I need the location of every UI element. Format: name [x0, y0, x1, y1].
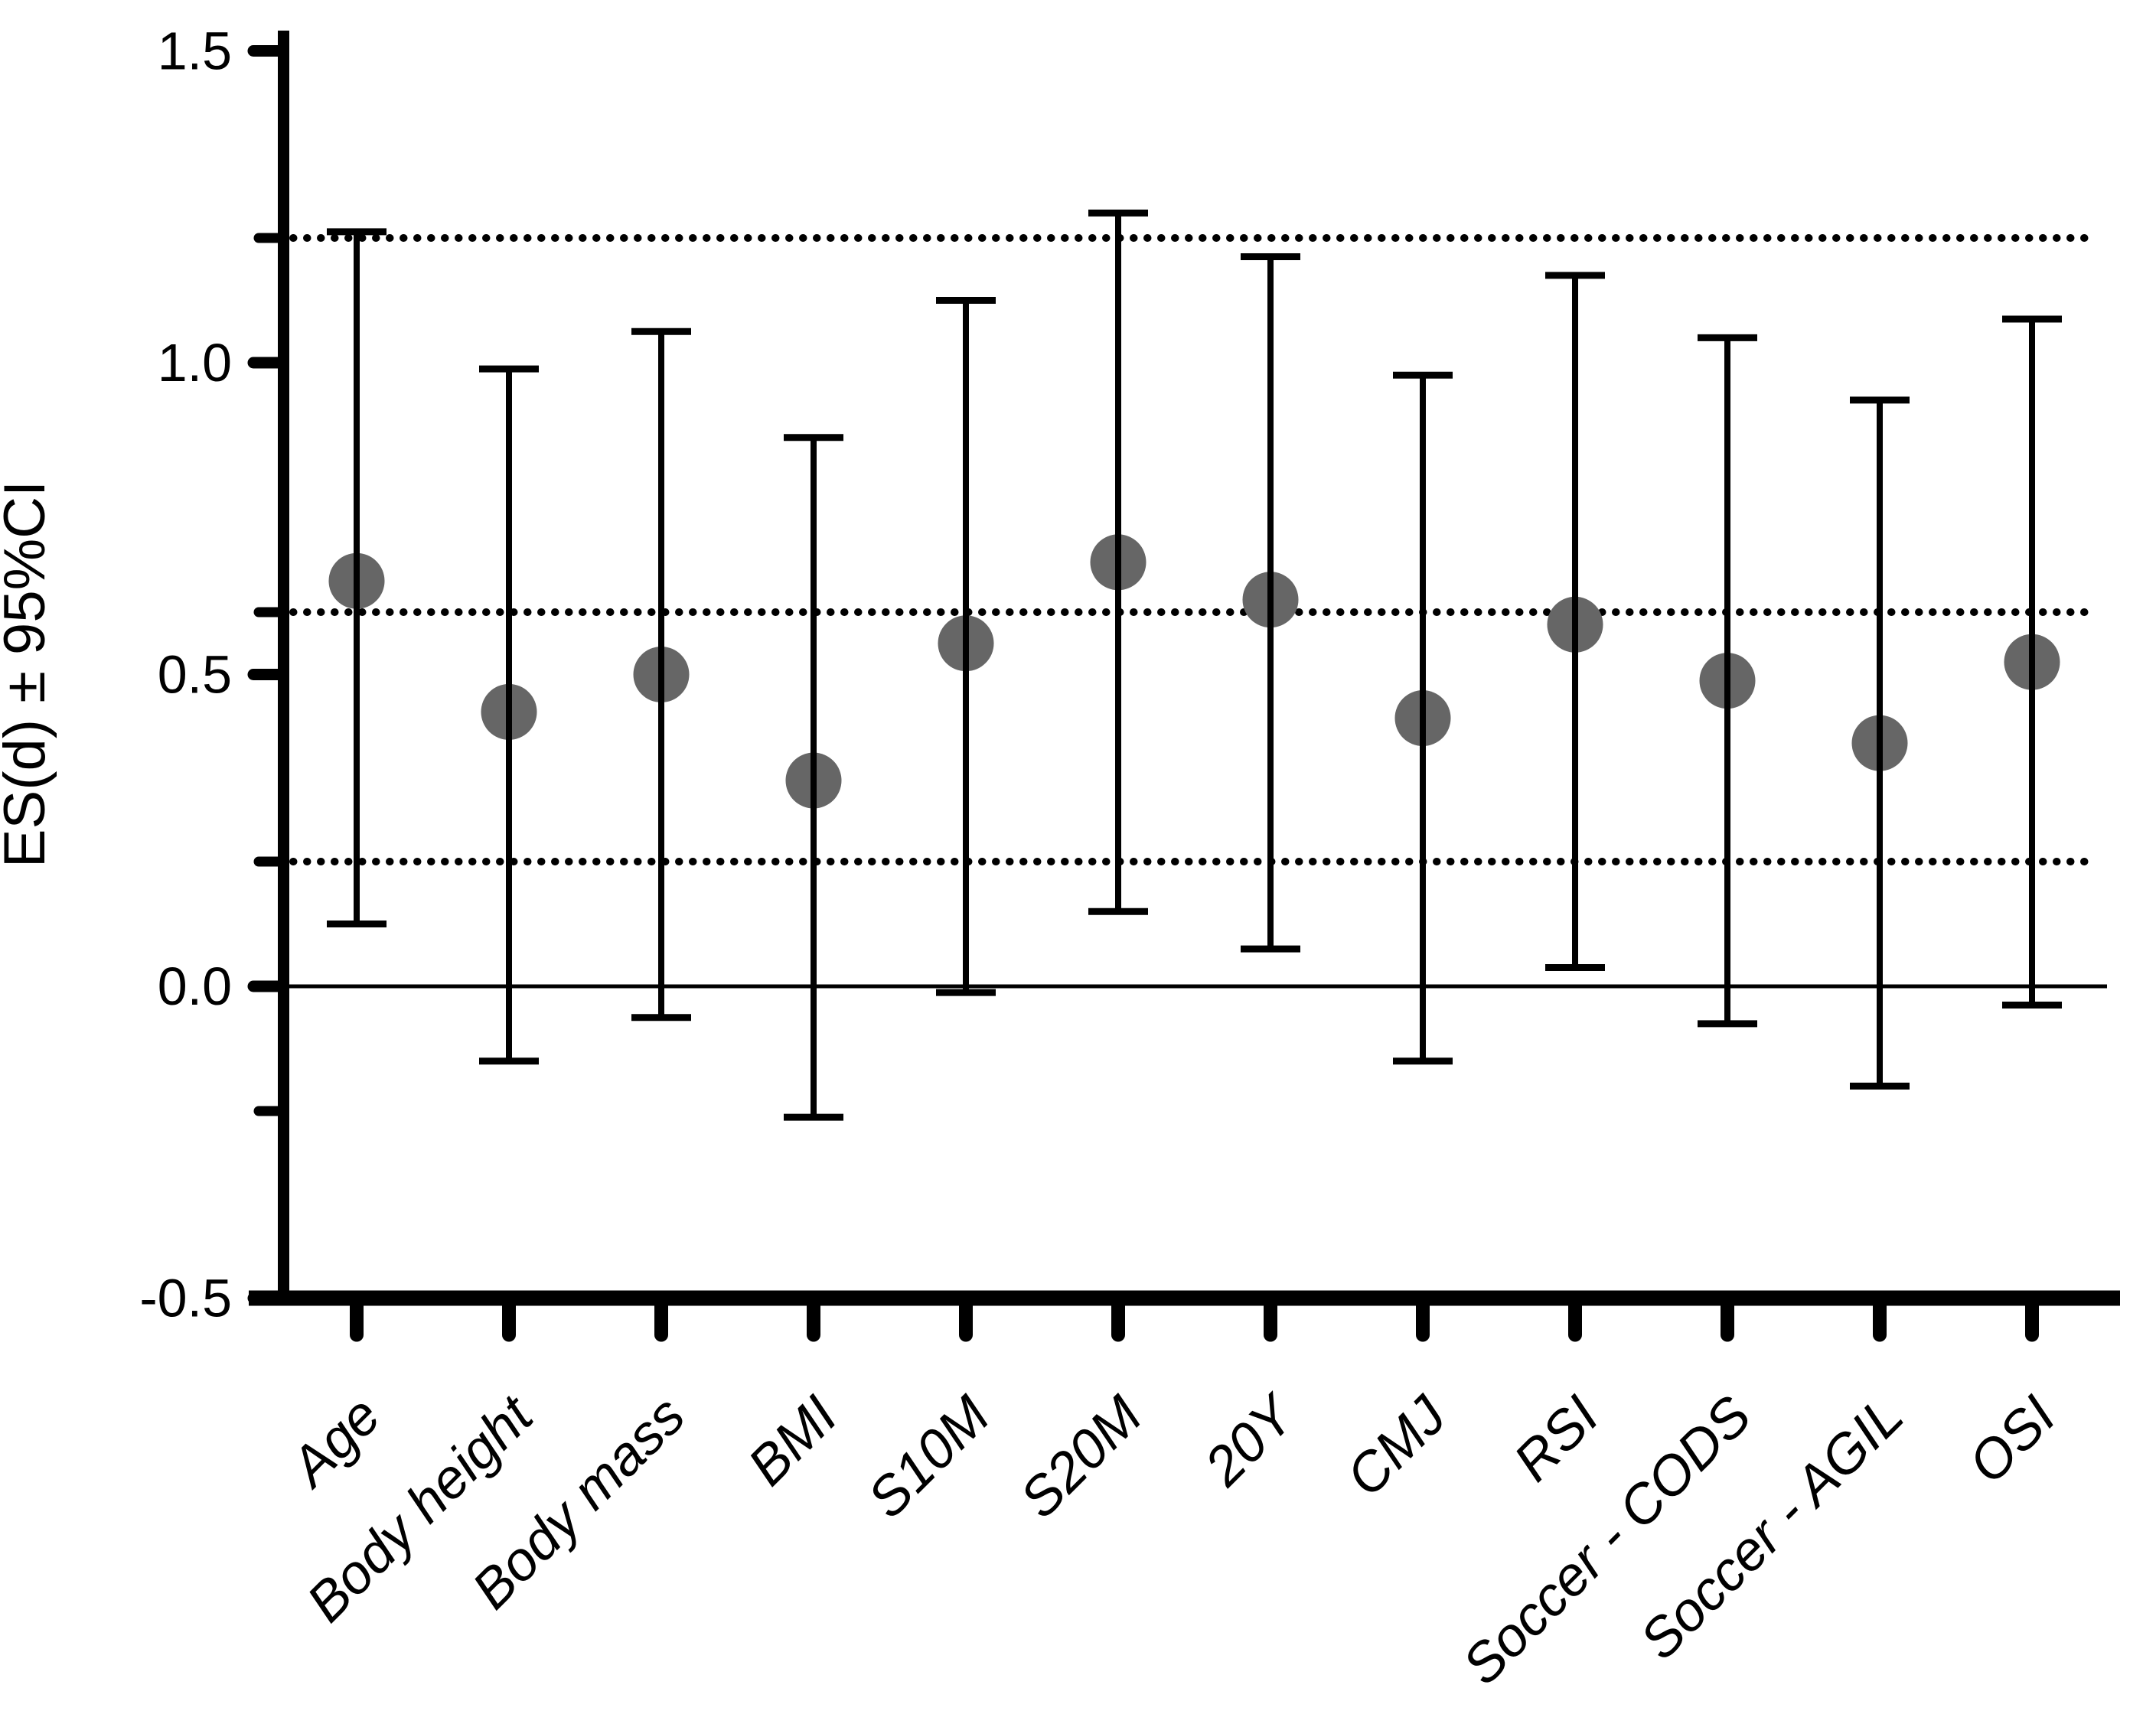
data-point-S20M: [1088, 209, 1148, 915]
data-point-Soccer - CODS: [1698, 334, 1757, 1028]
y-tick-label--0.5: -0.5: [139, 1269, 232, 1328]
data-point-S10M: [936, 297, 996, 996]
y-tick-label-1: 1.0: [158, 333, 232, 393]
y-tick-label-0.5: 0.5: [158, 645, 232, 705]
x-category-label-S20M: S20M: [1009, 1385, 1154, 1530]
x-category-label-CMJ: CMJ: [1335, 1384, 1459, 1508]
data-point-BMI: [784, 434, 843, 1121]
data-point-20Y: [1241, 253, 1300, 953]
y-tick-label-0: 0.0: [158, 956, 232, 1016]
y-axis: 1.5 1.0 0.5 0.0 -0.5: [139, 21, 289, 1328]
data-point-Body mass: [631, 327, 691, 1022]
x-category-label-RSI: RSI: [1502, 1385, 1610, 1493]
data-point-CMJ: [1393, 371, 1453, 1065]
data-point-OSI: [2002, 315, 2062, 1009]
data-point-Soccer - AGIL: [1850, 396, 1910, 1090]
x-category-label-Age: Age: [277, 1385, 392, 1500]
x-category-label-S10M: S10M: [856, 1385, 1002, 1530]
data-points-with-error-bars: [327, 209, 2062, 1121]
y-axis-title: ES(d) ± 95%CI: [0, 481, 57, 868]
x-category-label-OSI: OSI: [1957, 1385, 2067, 1495]
y-tick-label-1.5: 1.5: [158, 21, 232, 81]
data-point-RSI: [1545, 272, 1605, 972]
x-category-label-20Y: 20Y: [1192, 1382, 1308, 1497]
x-category-label-BMI: BMI: [736, 1385, 849, 1497]
data-point-Body height: [479, 365, 539, 1065]
x-category-label-Soccer - AGIL: Soccer - AGIL: [1629, 1385, 1915, 1671]
threshold-reference-lines: [289, 234, 2107, 989]
data-point-Age: [327, 228, 387, 927]
